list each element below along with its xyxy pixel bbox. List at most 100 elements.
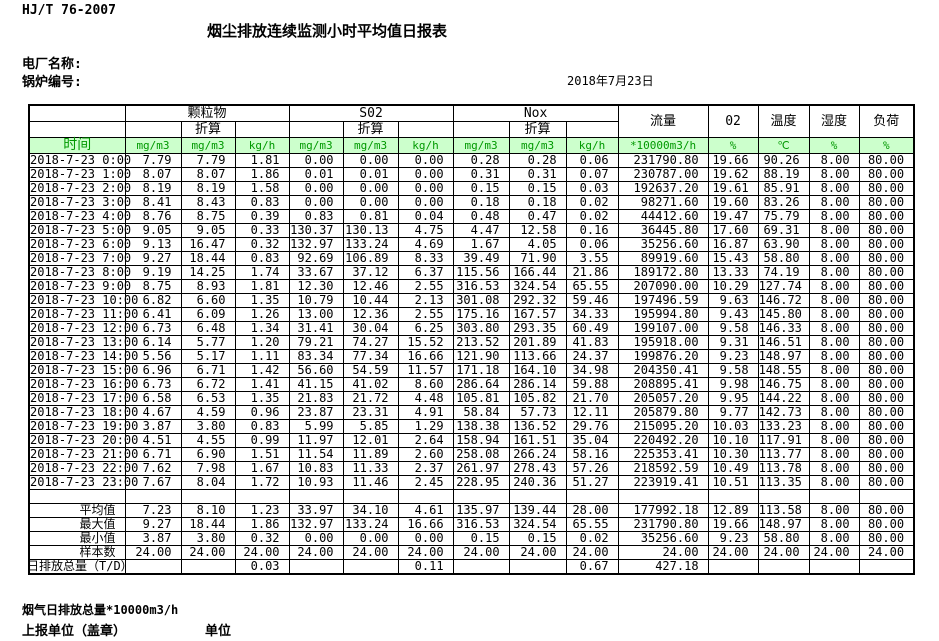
value-cell: 8.00	[808, 461, 860, 476]
value-cell: 130.37	[288, 223, 344, 238]
table-row: 2018-7-23 7:00 9.27 18.44 0.83 92.69 106.89 8.…	[28, 251, 915, 266]
value-cell: 105.82	[508, 391, 567, 406]
value-cell: 6.71	[180, 363, 236, 378]
value-cell: 74.27	[342, 335, 399, 350]
value-cell: 80.00	[858, 265, 915, 280]
value-cell: 24.00	[452, 545, 510, 560]
table-row-label: 2018-7-23 16:00	[28, 377, 139, 392]
value-cell: 7.23	[124, 503, 182, 518]
value-cell: 0.48	[452, 209, 510, 224]
value-cell: 0.31	[508, 167, 567, 182]
value-cell: 13.33	[707, 265, 759, 280]
corner-cell-mid	[28, 121, 126, 138]
value-cell: 2.64	[397, 433, 454, 448]
column-header-humidity: 湿度	[808, 104, 860, 138]
value-cell: 146.33	[757, 321, 810, 336]
value-cell: 34.33	[565, 307, 619, 322]
summary-row-label: 最大值	[28, 517, 126, 532]
value-cell: 71.90	[508, 251, 567, 266]
value-cell: 8.00	[808, 377, 860, 392]
empty-cell	[858, 489, 915, 504]
value-cell: 80.00	[858, 195, 915, 210]
value-cell: 33.97	[288, 503, 344, 518]
value-cell: 3.80	[180, 531, 236, 546]
unit-cell: kg/h	[565, 137, 619, 154]
value-cell: 88.19	[757, 167, 810, 182]
group-header-so2: S02	[288, 104, 454, 122]
value-cell: 148.97	[757, 517, 810, 532]
value-cell: 0.00	[397, 195, 454, 210]
value-cell: 59.46	[565, 293, 619, 308]
value-cell: 80.00	[858, 391, 915, 406]
value-cell: 12.11	[565, 405, 619, 420]
value-cell: 8.00	[808, 321, 860, 336]
value-cell: 175.16	[452, 307, 510, 322]
value-cell: 80.00	[858, 475, 915, 490]
value-cell: 80.00	[858, 531, 915, 546]
table-row-label: 2018-7-23 20:00	[28, 433, 139, 448]
value-cell: 1.74	[234, 265, 290, 280]
value-cell: 58.16	[565, 447, 619, 462]
value-cell: 0.67	[565, 559, 619, 575]
value-cell: 8.04	[180, 475, 236, 490]
value-cell: 106.89	[342, 251, 399, 266]
value-cell: 3.55	[565, 251, 619, 266]
value-cell: 80.00	[858, 223, 915, 238]
summary-row-label: 最小值	[28, 531, 126, 546]
value-cell: 132.97	[288, 237, 344, 252]
value-cell: 4.69	[397, 237, 454, 252]
value-cell: 8.93	[180, 279, 236, 294]
column-header-flow: 流量	[617, 104, 709, 138]
table-row-label: 2018-7-23 17:00	[28, 391, 139, 406]
value-cell: 80.00	[858, 419, 915, 434]
summary-row: 最大值 9.27 18.44 1.86 132.97 133.24 16.66 316.53 3…	[28, 517, 915, 532]
column-header-temperature: 温度	[757, 104, 810, 138]
value-cell: 9.31	[707, 335, 759, 350]
value-cell: 41.02	[342, 377, 399, 392]
unit-cell: %	[858, 137, 915, 154]
value-cell: 4.55	[180, 433, 236, 448]
value-cell: 36445.80	[617, 223, 709, 238]
value-cell: 144.22	[757, 391, 810, 406]
value-cell: 19.66	[707, 153, 759, 168]
value-cell: 228.95	[452, 475, 510, 490]
value-cell: 105.81	[452, 391, 510, 406]
value-cell: 21.70	[565, 391, 619, 406]
table-row: 2018-7-23 8:00 9.19 14.25 1.74 33.67 37.12 6.3…	[28, 265, 915, 280]
value-cell: 16.47	[180, 237, 236, 252]
value-cell: 113.77	[757, 447, 810, 462]
value-cell: 44412.60	[617, 209, 709, 224]
value-cell: 12.46	[342, 279, 399, 294]
value-cell: 13.00	[288, 307, 344, 322]
table-row: 2018-7-23 19:00 3.87 3.80 0.83 5.99 5.85 1.29 1…	[28, 419, 915, 434]
value-cell: 11.89	[342, 447, 399, 462]
value-cell: 80.00	[858, 181, 915, 196]
table-row: 2018-7-23 9:00 8.75 8.93 1.81 12.30 12.46 2.55…	[28, 279, 915, 294]
value-cell: 24.37	[565, 349, 619, 364]
value-cell: 19.62	[707, 167, 759, 182]
value-cell: 4.75	[397, 223, 454, 238]
table-row: 2018-7-23 16:00 6.73 6.72 1.41 41.15 41.02 8.6…	[28, 377, 915, 392]
table-row-label: 2018-7-23 6:00	[28, 237, 132, 252]
value-cell: 8.75	[124, 279, 182, 294]
value-cell: 80.00	[858, 321, 915, 336]
value-cell: 292.32	[508, 293, 567, 308]
value-cell: 12.30	[288, 279, 344, 294]
value-cell: 0.47	[508, 209, 567, 224]
value-cell: 0.16	[565, 223, 619, 238]
value-cell: 208895.41	[617, 377, 709, 392]
table-row-label: 2018-7-23 19:00	[28, 419, 139, 434]
value-cell: 9.13	[124, 237, 182, 252]
value-cell: 8.00	[808, 363, 860, 378]
group-header-nox: Nox	[452, 104, 619, 122]
value-cell: 261.97	[452, 461, 510, 476]
value-cell	[707, 559, 759, 575]
value-cell: 9.19	[124, 265, 182, 280]
value-cell: 166.44	[508, 265, 567, 280]
value-cell	[808, 559, 860, 575]
value-cell: 133.23	[757, 419, 810, 434]
value-cell: 12.89	[707, 503, 759, 518]
value-cell: 59.88	[565, 377, 619, 392]
table-row: 2018-7-23 1:00 8.07 8.07 1.86 0.01 0.01 0.00 0.…	[28, 167, 915, 182]
unit-cell: kg/h	[397, 137, 454, 154]
